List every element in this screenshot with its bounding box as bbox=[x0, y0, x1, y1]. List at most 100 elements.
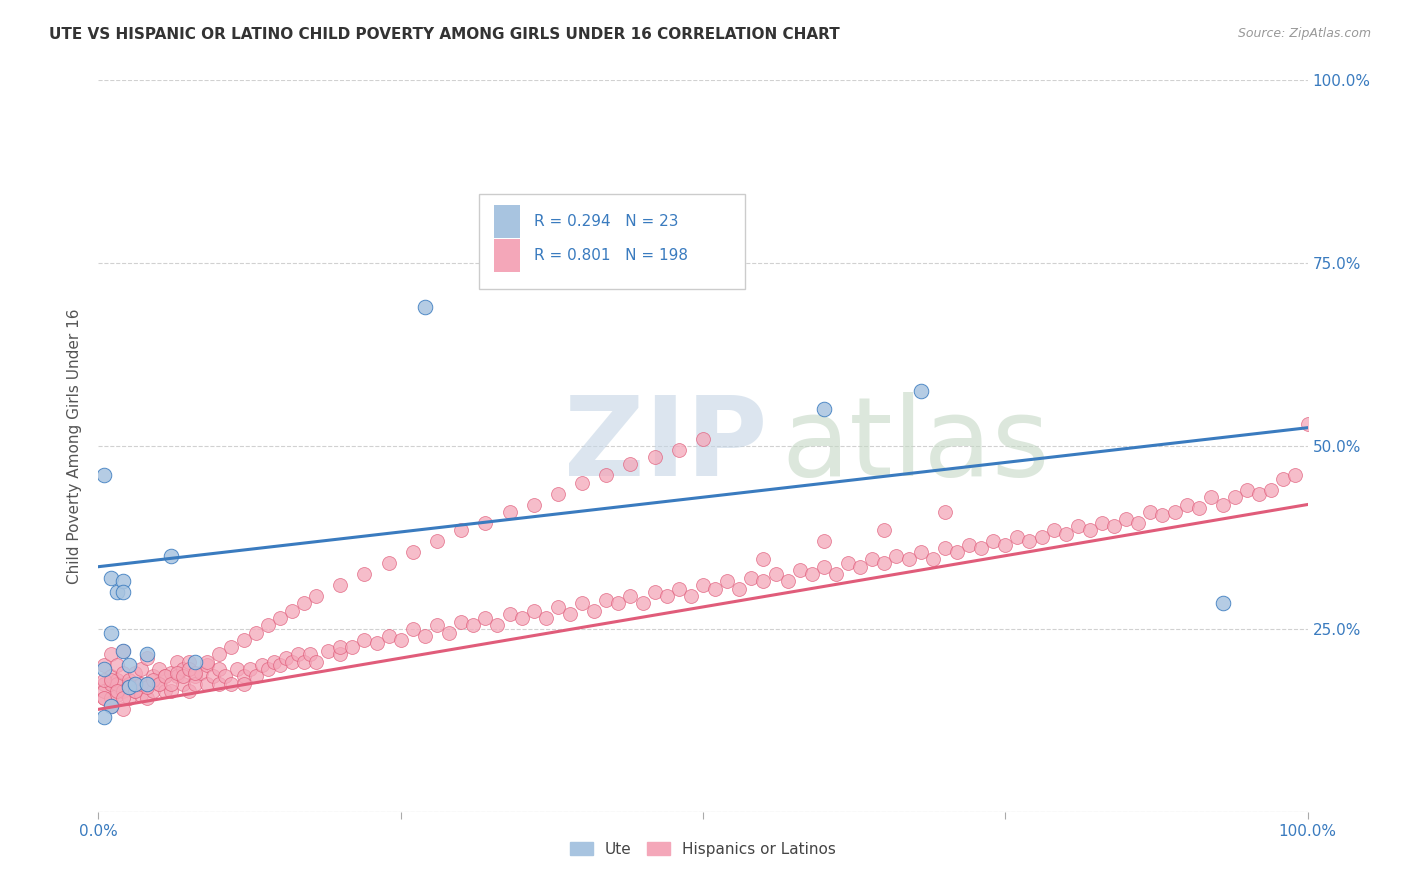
Point bbox=[135, 691, 157, 706]
Point bbox=[93, 709, 115, 723]
Point bbox=[100, 625, 122, 640]
Point bbox=[1188, 501, 1211, 516]
Point bbox=[329, 648, 352, 662]
Point bbox=[118, 658, 141, 673]
Point bbox=[93, 676, 115, 690]
Point bbox=[668, 442, 690, 457]
Point bbox=[93, 691, 115, 706]
Point bbox=[105, 673, 128, 687]
Point bbox=[523, 603, 546, 617]
Point bbox=[1296, 417, 1319, 431]
Point bbox=[208, 676, 231, 690]
Point bbox=[1236, 483, 1258, 497]
Point bbox=[208, 662, 231, 676]
FancyBboxPatch shape bbox=[494, 239, 520, 272]
Point bbox=[389, 632, 412, 647]
Point bbox=[118, 681, 141, 695]
Point bbox=[274, 651, 297, 665]
Point bbox=[118, 673, 141, 687]
Point bbox=[1007, 530, 1029, 544]
Point bbox=[1152, 508, 1174, 523]
Point bbox=[825, 567, 848, 582]
Point bbox=[105, 688, 128, 702]
Point bbox=[226, 662, 249, 676]
Point bbox=[135, 681, 157, 695]
Point bbox=[124, 684, 146, 698]
Point bbox=[800, 567, 823, 582]
Text: R = 0.294   N = 23: R = 0.294 N = 23 bbox=[534, 214, 678, 229]
Point bbox=[450, 615, 472, 629]
Point bbox=[1212, 596, 1234, 610]
Point bbox=[523, 498, 546, 512]
Point bbox=[316, 644, 339, 658]
Text: R = 0.801   N = 198: R = 0.801 N = 198 bbox=[534, 248, 688, 263]
Point bbox=[716, 574, 738, 589]
Point bbox=[873, 556, 896, 570]
Point bbox=[93, 658, 115, 673]
Point bbox=[1067, 519, 1090, 533]
Point bbox=[860, 552, 883, 566]
Point bbox=[1139, 505, 1161, 519]
Point bbox=[100, 571, 122, 585]
Point bbox=[1249, 486, 1271, 500]
Point bbox=[837, 556, 859, 570]
Point bbox=[752, 574, 775, 589]
Point bbox=[607, 596, 630, 610]
Point bbox=[1091, 516, 1114, 530]
FancyBboxPatch shape bbox=[494, 205, 520, 238]
Point bbox=[1042, 523, 1064, 537]
Point bbox=[100, 698, 122, 713]
Point bbox=[981, 534, 1004, 549]
Point bbox=[281, 603, 304, 617]
Point bbox=[195, 676, 218, 690]
Point bbox=[402, 622, 425, 636]
FancyBboxPatch shape bbox=[479, 194, 745, 289]
Point bbox=[547, 486, 569, 500]
Point bbox=[111, 684, 134, 698]
Point bbox=[93, 691, 115, 706]
Point bbox=[256, 618, 278, 632]
Point bbox=[135, 651, 157, 665]
Point bbox=[245, 625, 267, 640]
Point bbox=[413, 300, 436, 314]
Point bbox=[377, 629, 399, 643]
Point bbox=[1212, 498, 1234, 512]
Text: ZIP: ZIP bbox=[564, 392, 768, 500]
Point bbox=[135, 676, 157, 690]
Legend: Ute, Hispanics or Latinos: Ute, Hispanics or Latinos bbox=[564, 836, 842, 863]
Point bbox=[124, 665, 146, 680]
Point bbox=[160, 665, 183, 680]
Point bbox=[789, 563, 811, 577]
Point bbox=[571, 596, 593, 610]
Point bbox=[299, 648, 322, 662]
Point bbox=[232, 632, 254, 647]
Point bbox=[111, 585, 134, 599]
Point bbox=[437, 625, 460, 640]
Point bbox=[873, 523, 896, 537]
Point bbox=[239, 662, 262, 676]
Point bbox=[426, 618, 449, 632]
Point bbox=[100, 698, 122, 713]
Point bbox=[179, 684, 201, 698]
Point bbox=[263, 655, 285, 669]
Point bbox=[342, 640, 364, 655]
Point bbox=[93, 662, 115, 676]
Point bbox=[232, 669, 254, 683]
Point bbox=[957, 538, 980, 552]
Point bbox=[214, 669, 236, 683]
Point bbox=[1018, 534, 1040, 549]
Point bbox=[1102, 519, 1125, 533]
Point bbox=[329, 640, 352, 655]
Point bbox=[160, 549, 183, 563]
Point bbox=[644, 585, 666, 599]
Point bbox=[946, 545, 969, 559]
Point bbox=[100, 669, 122, 683]
Point bbox=[148, 676, 170, 690]
Point bbox=[353, 632, 375, 647]
Point bbox=[153, 669, 176, 683]
Point bbox=[172, 669, 194, 683]
Point bbox=[692, 432, 714, 446]
Point bbox=[93, 684, 115, 698]
Point bbox=[1128, 516, 1150, 530]
Point bbox=[124, 676, 146, 690]
